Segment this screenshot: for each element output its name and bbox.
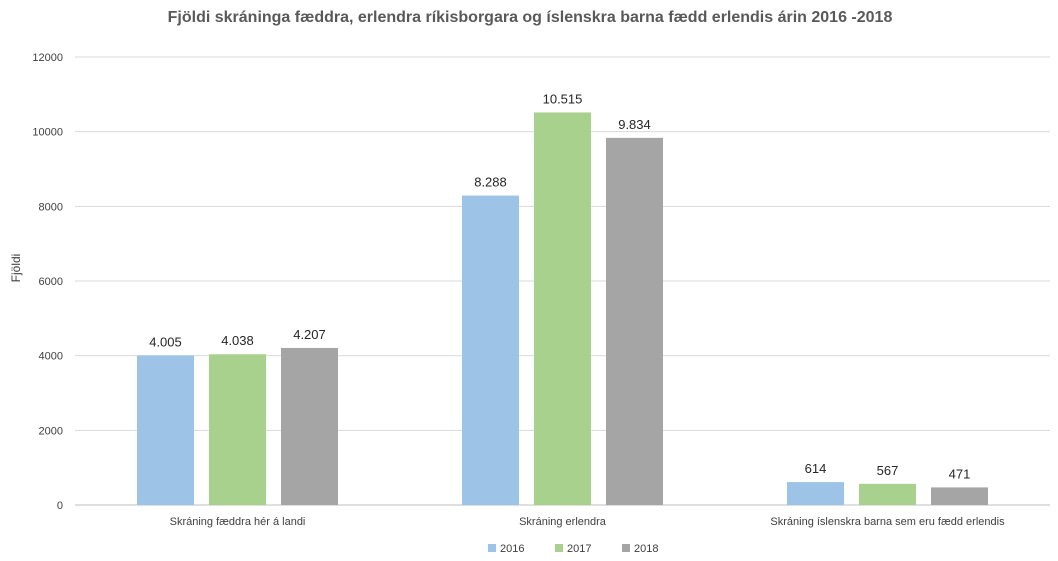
legend-label: 2017 (567, 543, 591, 555)
legend-swatch-2017 (555, 544, 563, 552)
x-category-label: Skráning íslenskra barna sem eru fædd er… (770, 516, 1005, 528)
y-tick-label: 0 (57, 500, 63, 512)
data-label: 9.834 (618, 117, 651, 132)
y-tick-label: 2000 (39, 425, 63, 437)
y-tick-label: 12000 (32, 52, 63, 64)
legend-label: 2016 (500, 543, 524, 555)
data-label: 614 (805, 461, 827, 476)
bar-2016 (462, 195, 519, 505)
bar-2018 (931, 487, 988, 505)
data-label: 8.288 (474, 175, 507, 190)
legend-swatch-2016 (488, 544, 496, 552)
bar-2016 (137, 355, 194, 505)
data-label: 4.207 (293, 327, 326, 342)
bar-2016 (787, 482, 844, 505)
chart-title: Fjöldi skráninga fæddra, erlendra ríkisb… (168, 9, 893, 26)
y-tick-label: 4000 (39, 351, 63, 363)
y-axis-label: Fjöldi (9, 254, 23, 283)
bars (137, 112, 988, 505)
x-axis-categories: Skráning fæddra hér á landi Skráning erle… (170, 516, 1005, 528)
data-label: 4.005 (149, 334, 182, 349)
legend-swatch-2018 (622, 544, 630, 552)
bar-2017 (859, 483, 916, 505)
data-label: 10.515 (543, 91, 583, 106)
bar-2017 (209, 354, 266, 505)
data-label: 567 (877, 463, 899, 478)
y-tick-label: 8000 (39, 201, 63, 213)
bar-2017 (534, 112, 591, 505)
y-axis-ticks: 0 2000 4000 6000 8000 10000 12000 (32, 52, 63, 512)
bar-2018 (281, 347, 338, 505)
x-category-label: Skráning erlendra (519, 516, 607, 528)
data-label: 4.038 (221, 333, 254, 348)
y-tick-label: 6000 (39, 276, 63, 288)
x-category-label: Skráning fæddra hér á landi (170, 516, 306, 528)
y-tick-label: 10000 (32, 127, 63, 139)
data-label: 471 (949, 466, 971, 481)
bar-2018 (606, 137, 663, 505)
data-labels: 4.005 4.038 4.207 8.288 10.515 9.834 614 567 471 (149, 91, 970, 481)
legend: 2016 2017 2018 (488, 543, 658, 555)
legend-label: 2018 (634, 543, 658, 555)
